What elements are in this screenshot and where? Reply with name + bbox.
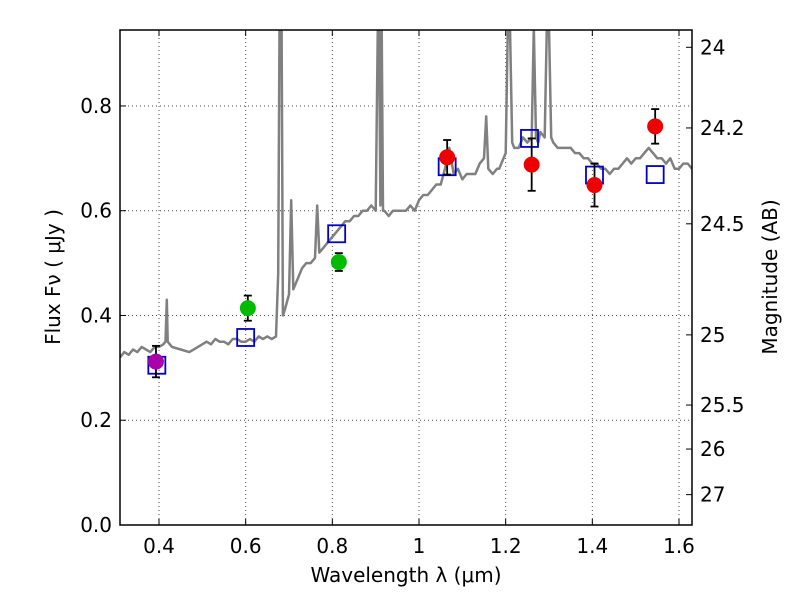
model-square-point	[520, 129, 539, 148]
plot-frame	[119, 29, 693, 526]
observed-point	[439, 149, 456, 166]
y-tick-label: 0.2	[80, 408, 112, 432]
y-axis-label: Flux Fν ( μJy )	[41, 209, 65, 345]
y-right-tick-label: 26	[700, 437, 725, 461]
model-square-point	[327, 224, 347, 244]
spectrum-line	[120, 30, 692, 359]
x-tick-label: 0.4	[143, 534, 175, 558]
x-tick-label: 1.2	[490, 534, 522, 558]
observed-point	[647, 118, 664, 135]
x-tick-label: 1.4	[576, 534, 608, 558]
y-right-tick-label: 27	[700, 483, 725, 507]
x-axis-label: Wavelength λ (μm)	[310, 563, 501, 587]
observed-point	[330, 254, 347, 271]
y-right-tick-label: 24	[700, 35, 725, 59]
y-right-tick-label: 24.5	[700, 212, 745, 236]
plot-data	[120, 30, 692, 379]
grid-lines	[120, 30, 692, 526]
x-tick-label: 1.6	[663, 534, 695, 558]
observed-point	[147, 353, 164, 370]
y-right-tick-label: 25	[700, 323, 725, 347]
observed-point	[586, 177, 603, 194]
y-tick-label: 0.4	[80, 303, 112, 327]
model-square-point	[645, 165, 665, 184]
x-tick-label: 1	[413, 534, 426, 558]
y-right-axis-label: Magnitude (AB)	[758, 199, 782, 354]
y-tick-label: 0.8	[80, 94, 112, 118]
x-tick-label: 0.8	[316, 534, 348, 558]
axis-ticks: 0.4 0.6 0.8 1 1.2 1.4 1.6 0.0 0.2 0.4 0.6 0.8 24 24.2…	[80, 30, 745, 558]
model-square-point	[236, 328, 256, 347]
y-tick-label: 0.6	[80, 199, 112, 223]
observed-point	[239, 300, 256, 317]
x-tick-label: 0.6	[230, 534, 262, 558]
observed-point	[523, 156, 540, 173]
y-right-tick-label: 24.2	[700, 116, 745, 140]
y-tick-label: 0.0	[80, 513, 112, 537]
y-right-tick-label: 25.5	[700, 393, 745, 417]
